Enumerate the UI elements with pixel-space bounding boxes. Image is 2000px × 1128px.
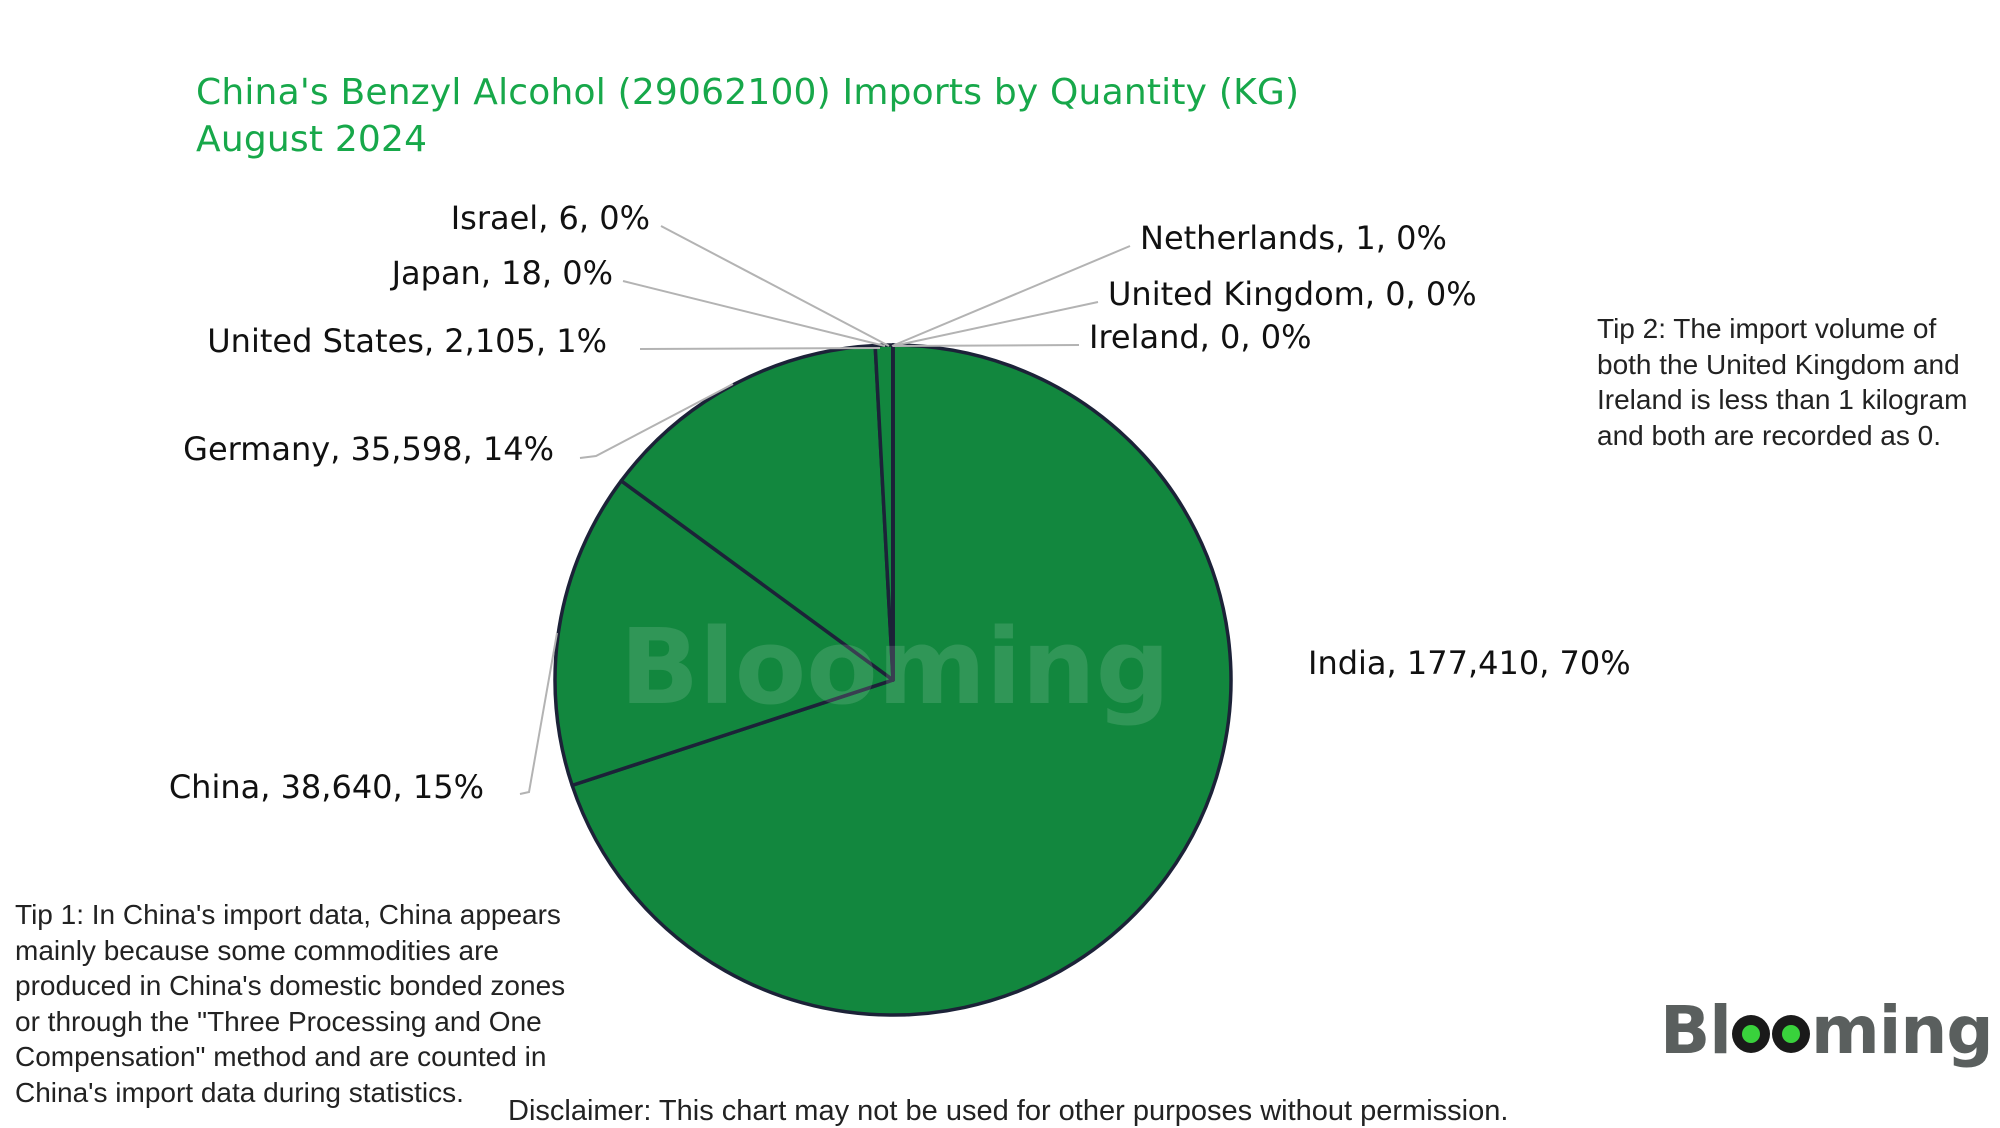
tip-2-line: Tip 2: The import volume of [1597,311,1967,347]
tip-1-line: China's import data during statistics. [15,1075,565,1111]
leader-line-israel [661,226,889,346]
chart-title: China's Benzyl Alcohol (29062100) Import… [196,72,1299,113]
tip-2: Tip 2: The import volume of both the Uni… [1597,311,1967,453]
data-label-netherlands: Netherlands, 1, 0% [1140,219,1447,257]
data-label-united-states: United States, 2,105, 1% [207,322,607,360]
chart-subtitle: August 2024 [196,119,427,160]
tip-2-line: and both are recorded as 0. [1597,418,1967,454]
tip-1-line: mainly because some commodities are [15,933,565,969]
data-label-germany: Germany, 35,598, 14% [183,430,554,468]
data-label-china: China, 38,640, 15% [169,768,484,806]
data-label-israel: Israel, 6, 0% [451,199,650,237]
tip-1-line: Tip 1: In China's import data, China app… [15,897,565,933]
data-label-united-kingdom: United Kingdom, 0, 0% [1108,275,1477,313]
leader-line-united-kingdom [893,302,1098,346]
tip-1-line: produced in China's domestic bonded zone… [15,968,565,1004]
tip-1: Tip 1: In China's import data, China app… [15,897,565,1110]
leader-line-china [520,633,557,794]
disclaimer: Disclaimer: This chart may not be used f… [508,1095,1508,1128]
tip-1-line: or through the "Three Processing and One [15,1004,565,1040]
data-label-ireland: Ireland, 0, 0% [1089,318,1311,356]
leader-line-united-states [640,348,880,349]
data-label-japan: Japan, 18, 0% [390,254,613,292]
data-label-india: India, 177,410, 70% [1308,644,1631,682]
tip-1-line: Compensation" method and are counted in [15,1039,565,1075]
leader-line-ireland [893,345,1079,346]
logo-eye-icon [1732,1015,1770,1053]
tip-2-line: both the United Kingdom and [1597,347,1967,383]
tip-2-line: Ireland is less than 1 kilogram [1597,382,1967,418]
logo-eye-icon [1772,1015,1810,1053]
watermark: Blooming [620,606,1170,728]
leader-line-japan [623,281,885,346]
